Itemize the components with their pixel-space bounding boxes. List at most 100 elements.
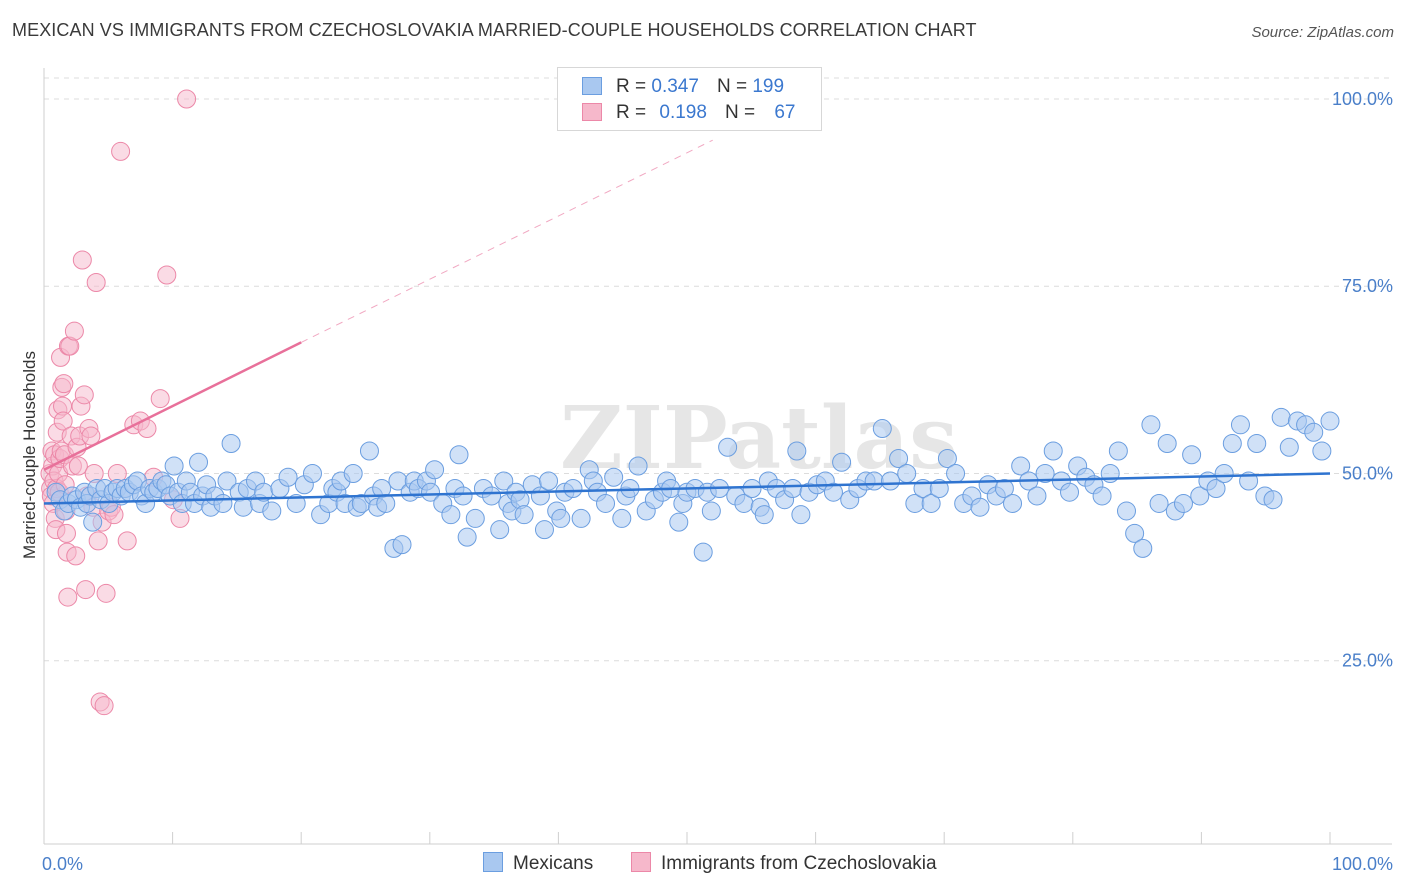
point-mexicans [1060, 482, 1080, 502]
point-mexicans [1247, 434, 1267, 454]
point-mexicans [83, 512, 103, 532]
point-mexicans [880, 471, 900, 491]
point-mexicans [563, 478, 583, 498]
point-czechoslovakia [68, 456, 88, 476]
pink-swatch [631, 852, 651, 872]
point-mexicans [571, 508, 591, 528]
point-mexicans [490, 520, 510, 540]
point-czechoslovakia [64, 321, 84, 341]
point-mexicans [465, 508, 485, 528]
chart-title: MEXICAN VS IMMIGRANTS FROM CZECHOSLOVAKI… [12, 20, 977, 40]
point-mexicans [1116, 501, 1136, 521]
point-mexicans [1027, 486, 1047, 506]
point-czechoslovakia [88, 531, 108, 551]
point-mexicans [221, 434, 241, 454]
point-mexicans [441, 505, 461, 525]
point-mexicans [534, 520, 554, 540]
point-mexicans [787, 441, 807, 461]
point-mexicans [921, 493, 941, 513]
point-czechoslovakia [81, 426, 101, 446]
x-tick-label: 0.0% [42, 854, 83, 874]
point-mexicans [864, 471, 884, 491]
n-label: N = [724, 102, 756, 123]
point-czechoslovakia [56, 523, 76, 543]
point-mexicans [889, 449, 909, 469]
trend-lines [43, 139, 1331, 505]
point-mexicans [189, 452, 209, 472]
source-label: Source: ZipAtlas.com [1251, 24, 1394, 41]
point-mexicans [897, 463, 917, 483]
point-mexicans [946, 463, 966, 483]
point-mexicans [359, 441, 379, 461]
point-mexicans [213, 493, 233, 513]
legend-label-mexicans: Mexicans [513, 853, 594, 874]
trend-extension-czechoslovakia [300, 139, 713, 343]
point-mexicans [693, 542, 713, 562]
point-mexicans [278, 467, 298, 487]
point-mexicans [449, 445, 469, 465]
tick-labels: 25.0% 50.0% 75.0% 100.0% 0.0% 100.0% [42, 89, 1393, 874]
x-tick-label: 100.0% [1332, 854, 1393, 874]
point-mexicans [1182, 445, 1202, 465]
point-mexicans [1312, 441, 1332, 461]
legend-item-czechoslovakia[interactable]: Immigrants from Czechoslovakia [631, 852, 937, 875]
point-mexicans [718, 437, 738, 457]
point-mexicans [937, 449, 957, 469]
point-mexicans [1173, 493, 1193, 513]
n-label: N = [716, 76, 748, 97]
point-mexicans [1320, 411, 1340, 431]
point-mexicans [494, 471, 514, 491]
point-mexicans [1133, 538, 1153, 558]
blue-swatch [483, 852, 503, 872]
point-czechoslovakia [72, 250, 92, 270]
point-mexicans [1230, 415, 1250, 435]
point-mexicans [262, 501, 282, 521]
point-czechoslovakia [94, 696, 114, 716]
point-czechoslovakia [150, 389, 170, 409]
point-mexicans [791, 505, 811, 525]
point-mexicans [1125, 523, 1145, 543]
point-mexicans [1149, 493, 1169, 513]
legend-row-czechoslovakia: R = 0.198 N = 67 [582, 102, 795, 126]
point-mexicans [302, 463, 322, 483]
point-mexicans [343, 463, 363, 483]
point-mexicans [823, 482, 843, 502]
y-tick-label: 50.0% [1342, 463, 1393, 483]
point-mexicans [1190, 486, 1210, 506]
point-mexicans [392, 535, 412, 555]
point-mexicans [1157, 434, 1177, 454]
point-mexicans [1003, 493, 1023, 513]
point-mexicans [233, 497, 253, 517]
point-mexicans [783, 478, 803, 498]
trend-line-czechoslovakia [43, 341, 302, 471]
point-mexicans [1092, 486, 1112, 506]
point-czechoslovakia [66, 546, 86, 566]
series-mexicans-points [46, 407, 1340, 562]
point-mexicans [1263, 490, 1283, 510]
point-mexicans [217, 471, 237, 491]
correlation-legend: R = 0.347 N = 199 R = 0.198 N = 67 [557, 67, 822, 131]
point-czechoslovakia [86, 272, 106, 292]
r-value: 0.198 [659, 102, 707, 123]
point-czechoslovakia [53, 411, 73, 431]
point-czechoslovakia [54, 374, 74, 394]
point-mexicans [551, 508, 571, 528]
point-mexicans [754, 505, 774, 525]
point-czechoslovakia [117, 531, 137, 551]
point-mexicans [669, 512, 689, 532]
point-czechoslovakia [58, 587, 78, 607]
y-axis-label: Married-couple Households [20, 351, 39, 559]
point-mexicans [1214, 463, 1234, 483]
point-mexicans [1035, 463, 1055, 483]
y-tick-label: 100.0% [1332, 89, 1393, 109]
point-mexicans [1304, 422, 1324, 442]
point-mexicans [628, 456, 648, 476]
y-tick-label: 75.0% [1342, 276, 1393, 296]
point-czechoslovakia [96, 583, 116, 603]
point-mexicans [604, 467, 624, 487]
n-value: 67 [774, 102, 796, 123]
legend-item-mexicans[interactable]: Mexicans [483, 852, 593, 875]
point-mexicans [453, 486, 473, 506]
blue-swatch [582, 77, 602, 95]
